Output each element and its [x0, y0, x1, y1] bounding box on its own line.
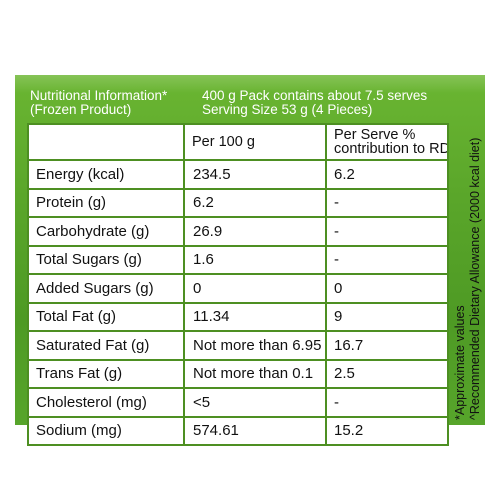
rda-cell: 2.5: [325, 358, 449, 389]
table-row: Total Fat (g) 11.34 9: [27, 301, 449, 332]
per100-cell: 6.2: [183, 187, 327, 218]
rda-cell: 15.2: [325, 415, 449, 446]
rda-cell: 16.7: [325, 330, 449, 361]
title-line: Nutritional Information*: [30, 88, 168, 103]
rda-cell: 0: [325, 273, 449, 304]
header-cell-rda: Per Serve % contribution to RDA: [325, 123, 449, 161]
footnote-approximate: *Approximate values: [453, 305, 467, 420]
table-row: Sodium (mg) 574.61 15.2: [27, 415, 449, 446]
footnote-rda: ^Recommended Dietary Allowance (2000 kca…: [468, 137, 482, 420]
nutrient-cell: Cholesterol (mg): [27, 387, 185, 418]
subtitle-line: (Frozen Product): [30, 102, 132, 117]
per100-cell: 26.9: [183, 216, 327, 247]
nutrient-cell: Trans Fat (g): [27, 358, 185, 389]
rda-cell: -: [325, 216, 449, 247]
table-row: Protein (g) 6.2 -: [27, 187, 449, 218]
per100-cell: 0: [183, 273, 327, 304]
table-row: Added Sugars (g) 0 0: [27, 273, 449, 304]
rda-cell: -: [325, 187, 449, 218]
header-cell-nutrient: [27, 123, 185, 161]
table-row: Trans Fat (g) Not more than 0.1 2.5: [27, 358, 449, 389]
per100-cell: <5: [183, 387, 327, 418]
serving-size: Serving Size 53 g (4 Pieces): [202, 102, 373, 117]
table-row: Total Sugars (g) 1.6 -: [27, 244, 449, 275]
per100-cell: Not more than 0.1: [183, 358, 327, 389]
nutrient-cell: Saturated Fat (g): [27, 330, 185, 361]
nutrition-table: Per 100 g Per Serve % contribution to RD…: [27, 123, 449, 446]
footnotes: *Approximate values ^Recommended Dietary…: [453, 138, 483, 420]
table-row: Energy (kcal) 234.5 6.2: [27, 159, 449, 190]
nutrient-cell: Carbohydrate (g): [27, 216, 185, 247]
header-cell-per100: Per 100 g: [183, 123, 327, 161]
nutrient-cell: Total Fat (g): [27, 301, 185, 332]
table-row: Cholesterol (mg) <5 -: [27, 387, 449, 418]
table-row: Saturated Fat (g) Not more than 6.95 16.…: [27, 330, 449, 361]
nutrition-title: Nutritional Information* (Frozen Product…: [30, 89, 167, 117]
rda-cell: -: [325, 387, 449, 418]
nutrient-cell: Sodium (mg): [27, 415, 185, 446]
nutrient-cell: Added Sugars (g): [27, 273, 185, 304]
rda-cell: -: [325, 244, 449, 275]
pack-info: 400 g Pack contains about 7.5 serves: [202, 88, 428, 103]
per100-cell: Not more than 6.95: [183, 330, 327, 361]
serving-info: 400 g Pack contains about 7.5 serves Ser…: [202, 89, 427, 117]
nutrient-cell: Total Sugars (g): [27, 244, 185, 275]
per100-cell: 11.34: [183, 301, 327, 332]
rda-header-line2: contribution to RDA: [334, 141, 448, 157]
rda-header-line1: Per Serve %: [334, 127, 416, 143]
nutrient-cell: Protein (g): [27, 187, 185, 218]
rda-cell: 6.2: [325, 159, 449, 190]
rda-cell: 9: [325, 301, 449, 332]
nutrient-cell: Energy (kcal): [27, 159, 185, 190]
per100-cell: 234.5: [183, 159, 327, 190]
per100-cell: 1.6: [183, 244, 327, 275]
table-row: Carbohydrate (g) 26.9 -: [27, 216, 449, 247]
table-header-row: Per 100 g Per Serve % contribution to RD…: [27, 123, 449, 161]
per100-cell: 574.61: [183, 415, 327, 446]
